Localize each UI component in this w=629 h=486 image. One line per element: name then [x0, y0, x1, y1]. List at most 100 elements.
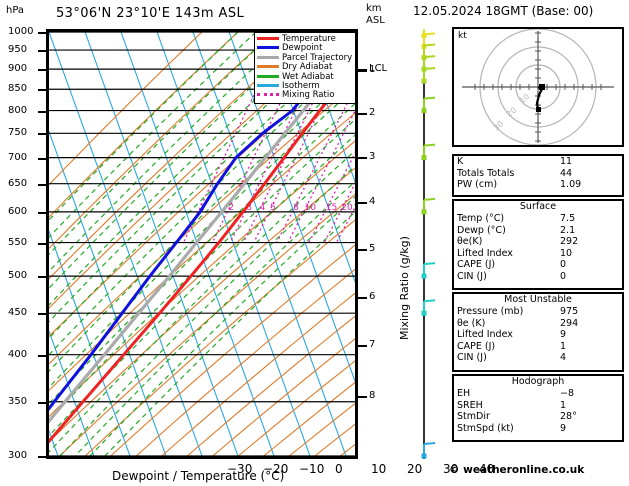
legend-item: Temperature — [257, 34, 352, 44]
legend-item: Dewpoint — [257, 44, 352, 53]
temperature-tick-label: 20 — [407, 462, 423, 476]
temperature-tick-label: 0 — [335, 462, 343, 476]
legend-label: Dewpoint — [282, 43, 323, 54]
pressure-tick-label: 900 — [8, 63, 28, 75]
svg-text:25: 25 — [354, 203, 355, 213]
most-unstable-row: CIN (J) 4 — [454, 352, 622, 364]
hodograph-stat-value: 1 — [560, 399, 567, 411]
temperature-tick-label: −20 — [263, 462, 289, 476]
most-unstable-row: Pressure (mb) 975 — [454, 306, 622, 318]
pressure-tick-label: 700 — [8, 151, 28, 163]
pressure-tick — [38, 69, 46, 72]
height-tick-label: 6 — [369, 290, 376, 302]
chart-legend: Temperature Dewpoint Parcel Trajectory Dry … — [254, 32, 357, 104]
hodograph-stat-value: 28° — [560, 411, 577, 422]
surface-value: 10 — [560, 247, 573, 259]
temperature-tick-label: 10 — [371, 462, 387, 476]
wind-barb-column — [421, 29, 436, 459]
index-label: K — [457, 156, 464, 167]
most-unstable-label: Lifted Index — [457, 329, 513, 340]
height-tick-label: 2 — [369, 106, 376, 118]
pressure-tick — [38, 32, 46, 34]
height-tick — [358, 248, 367, 251]
svg-text:20: 20 — [341, 203, 353, 213]
pressure-tick-label: 750 — [8, 127, 28, 139]
pressure-tick-label: 800 — [8, 104, 28, 116]
index-value: 1.09 — [560, 179, 582, 190]
surface-value: 0 — [560, 259, 567, 270]
surface-label: Lifted Index — [457, 247, 513, 259]
hodograph-panel[interactable]: 10 20 30 kt — [452, 23, 624, 151]
most-unstable-label: θe (K) — [457, 317, 486, 329]
legend-label: Isotherm — [282, 81, 320, 92]
surface-title: Surface — [519, 201, 557, 212]
hodograph-stat-row: StmSpd (kt) 9 — [454, 423, 622, 435]
surface-row: θe(K) 292 — [454, 236, 622, 248]
svg-text:5: 5 — [270, 203, 276, 213]
height-unit-label-line1: km — [366, 3, 382, 14]
hodograph-stat-row: StmDir 28° — [454, 411, 622, 423]
height-tick-label: 4 — [369, 196, 376, 208]
pressure-tick — [38, 456, 46, 458]
pressure-tick — [38, 354, 46, 357]
hodograph-stat-row: EH −8 — [454, 388, 622, 400]
surface-label: Temp (°C) — [457, 213, 505, 224]
index-label: PW (cm) — [457, 179, 498, 190]
pressure-tick — [38, 50, 46, 53]
temperature-tick-label: −30 — [227, 462, 253, 476]
most-unstable-title: Most Unstable — [504, 294, 572, 305]
hodograph-stat-label: SREH — [457, 399, 483, 411]
pressure-tick — [38, 133, 46, 136]
svg-text:4: 4 — [260, 203, 266, 213]
surface-value: 7.5 — [560, 213, 576, 224]
pressure-tick-label: 500 — [8, 270, 28, 282]
pressure-tick — [38, 401, 46, 404]
index-row: K 11 — [454, 156, 622, 168]
most-unstable-row: Lifted Index 9 — [454, 329, 622, 341]
pressure-tick — [38, 242, 46, 245]
legend-swatch — [257, 84, 279, 88]
surface-label: Dewp (°C) — [457, 224, 506, 236]
x-axis-label: Dewpoint / Temperature (°C) — [112, 469, 285, 483]
surface-value: 0 — [560, 270, 567, 282]
legend-swatch — [257, 37, 279, 40]
height-tick-label: 7 — [369, 339, 376, 351]
pressure-tick — [38, 157, 46, 160]
pressure-tick-label: 650 — [8, 177, 28, 189]
hodograph-stat-label: StmDir — [457, 411, 490, 422]
hodograph-stats-table: Hodograph EH −8 SREH 1 StmDir 28° StmSpd (kt) 9 — [452, 374, 624, 442]
most-unstable-label: CIN (J) — [457, 352, 487, 363]
datetime-label: 12.05.2024 18GMT (Base: 00) — [413, 4, 594, 18]
surface-table: Surface Temp (°C) 7.5 Dewp (°C) 2.1 θe(K) 292… — [452, 199, 624, 290]
height-tick-label: 8 — [369, 389, 376, 401]
index-value: 11 — [560, 156, 573, 167]
surface-row: Temp (°C) 7.5 — [454, 213, 622, 225]
svg-text:20: 20 — [505, 105, 519, 118]
svg-text:8: 8 — [293, 203, 299, 213]
legend-item: Isotherm — [257, 81, 352, 92]
height-tick — [358, 112, 367, 115]
legend-label: Parcel Trajectory — [282, 52, 353, 63]
most-unstable-value: 9 — [560, 329, 567, 340]
pressure-tick — [38, 110, 46, 113]
temperature-tick-label: 30 — [443, 462, 459, 476]
pressure-tick — [38, 183, 46, 186]
most-unstable-row: CAPE (J) 1 — [454, 341, 622, 353]
height-tick-label: 1 — [369, 63, 376, 75]
height-tick — [358, 157, 367, 160]
pressure-tick-label: 400 — [8, 348, 28, 360]
legend-swatch — [257, 65, 279, 69]
surface-label: CAPE (J) — [457, 259, 496, 270]
skewt-diagram[interactable]: 12345810152025 TemperatureDewpointParcel… — [46, 29, 358, 459]
height-tick — [358, 296, 367, 299]
surface-value: 292 — [560, 236, 579, 247]
temperature-tick-label: 40 — [479, 462, 495, 476]
legend-item: Parcel Trajectory — [257, 52, 353, 63]
svg-text:10: 10 — [304, 203, 316, 213]
pressure-tick — [38, 313, 46, 316]
surface-row: Dewp (°C) 2.1 — [454, 225, 622, 237]
hodograph-unit-label: kt — [458, 31, 467, 41]
legend-label: Wet Adiabat — [282, 71, 334, 82]
pressure-tick — [38, 276, 46, 279]
height-tick — [358, 202, 367, 205]
